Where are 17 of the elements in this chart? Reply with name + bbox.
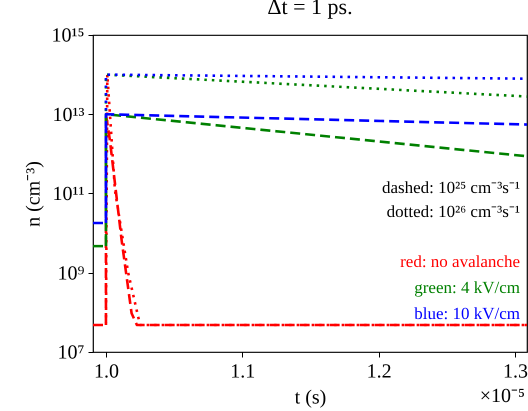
annotation: dashed: 10²⁵ cm⁻³s⁻¹ bbox=[382, 178, 520, 197]
text: ×10⁻⁵ bbox=[480, 385, 525, 407]
y-tick-label: 10⁷ bbox=[58, 342, 85, 364]
annotation: red: no avalanche bbox=[400, 252, 520, 271]
y-tick-label: 10⁹ bbox=[58, 262, 85, 284]
x-axis-title: t (s) bbox=[294, 386, 326, 408]
y-tick-label: 10¹⁵ bbox=[52, 24, 84, 46]
x-tick-label: 1.1 bbox=[230, 360, 256, 382]
x-tick-label: 1.2 bbox=[366, 360, 392, 382]
x-tick-label: 1.3 bbox=[503, 360, 528, 382]
annotation: dotted: 10²⁶ cm⁻³s⁻¹ bbox=[386, 202, 520, 221]
y-tick-label: 10¹¹ bbox=[52, 183, 84, 205]
y-axis-title: n (cm⁻³) bbox=[22, 161, 45, 227]
x-tick-label: 1.0 bbox=[94, 360, 119, 382]
annotation: blue: 10 kV/cm bbox=[414, 304, 520, 323]
y-tick-label: 10¹³ bbox=[52, 104, 84, 126]
annotation: green: 4 kV/cm bbox=[414, 278, 520, 297]
